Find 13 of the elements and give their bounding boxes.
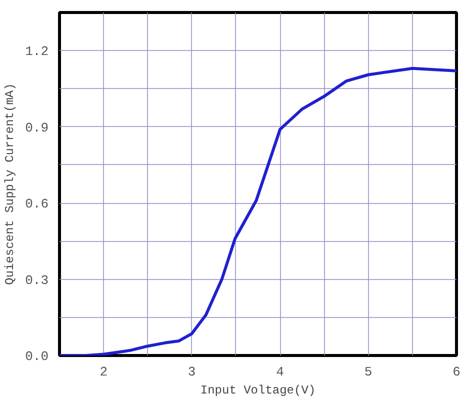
x-axis-title: Input Voltage(V) bbox=[200, 384, 316, 398]
x-tick-label: 4 bbox=[276, 364, 284, 380]
x-tick-label: 3 bbox=[188, 364, 196, 380]
x-tick-label: 5 bbox=[364, 364, 372, 380]
x-tick-label: 6 bbox=[452, 364, 460, 380]
x-tick-label: 2 bbox=[100, 364, 108, 380]
y-tick-label: 0.9 bbox=[25, 120, 48, 136]
y-tick-label: 0.3 bbox=[25, 272, 48, 288]
y-tick-label: 0.6 bbox=[25, 196, 48, 212]
y-axis-title: Quiescent Supply Current(mA) bbox=[3, 83, 18, 285]
y-tick-label: 1.2 bbox=[25, 44, 48, 60]
y-tick-label: 0.0 bbox=[25, 349, 48, 364]
line-series bbox=[60, 66, 456, 356]
